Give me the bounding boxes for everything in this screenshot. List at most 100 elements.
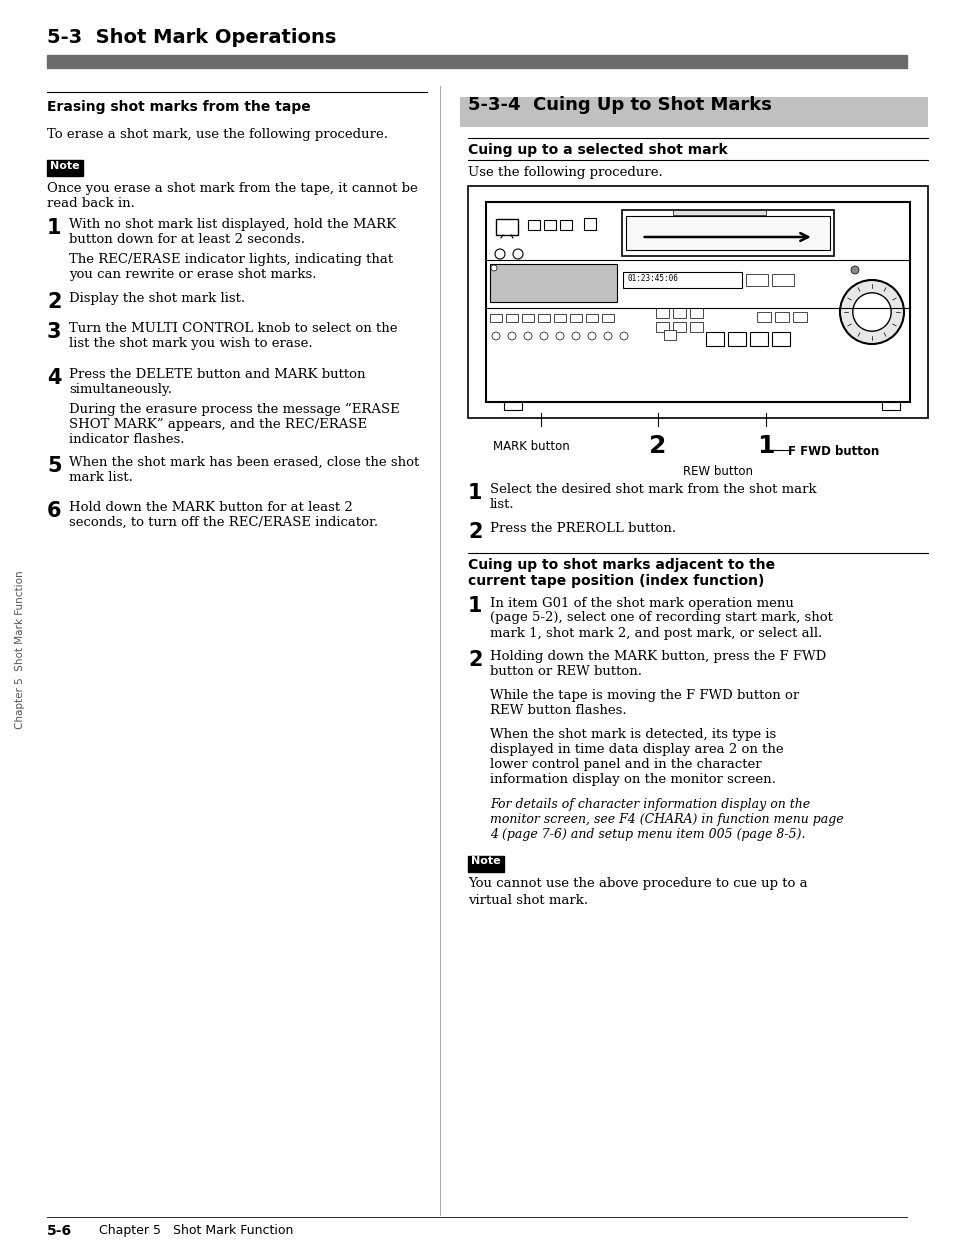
- Bar: [655, 309, 668, 318]
- Text: 4: 4: [47, 367, 61, 387]
- Bar: [468, 187, 927, 418]
- Bar: [554, 313, 565, 322]
- Bar: [757, 312, 771, 322]
- Circle shape: [850, 266, 858, 274]
- Bar: [521, 313, 534, 322]
- Text: MARK button: MARK button: [493, 440, 569, 453]
- Text: In item G01 of the shot mark operation menu
(page 5-2), select one of recording : In item G01 of the shot mark operation m…: [490, 597, 832, 639]
- Bar: [689, 322, 701, 332]
- Bar: [583, 218, 596, 230]
- Text: 2: 2: [649, 434, 666, 458]
- Bar: [537, 313, 550, 322]
- Circle shape: [513, 249, 522, 259]
- Text: 6: 6: [47, 501, 61, 521]
- Text: Display the shot mark list.: Display the shot mark list.: [69, 292, 245, 305]
- Text: 5: 5: [47, 457, 62, 476]
- Bar: [503, 402, 521, 411]
- Text: To erase a shot mark, use the following procedure.: To erase a shot mark, use the following …: [47, 128, 388, 141]
- Text: 5-3-4  Cuing Up to Shot Marks: 5-3-4 Cuing Up to Shot Marks: [468, 96, 771, 114]
- Text: The REC/ERASE indicator lights, indicating that
you can rewrite or erase shot ma: The REC/ERASE indicator lights, indicati…: [69, 253, 393, 281]
- Circle shape: [492, 332, 499, 340]
- Bar: [745, 274, 767, 286]
- Bar: [655, 322, 668, 332]
- Bar: [689, 309, 701, 318]
- Bar: [771, 274, 793, 286]
- Text: Chapter 5   Shot Mark Function: Chapter 5 Shot Mark Function: [99, 1224, 294, 1237]
- Bar: [569, 313, 581, 322]
- Text: Cuing up to a selected shot mark: Cuing up to a selected shot mark: [468, 143, 727, 157]
- Bar: [47, 55, 906, 68]
- Circle shape: [603, 332, 612, 340]
- Bar: [706, 332, 723, 346]
- Bar: [505, 313, 517, 322]
- Bar: [559, 220, 572, 230]
- Text: 3: 3: [47, 322, 61, 342]
- Bar: [775, 312, 788, 322]
- Text: While the tape is moving the F FWD button or
REW button flashes.: While the tape is moving the F FWD butto…: [490, 689, 799, 717]
- Circle shape: [619, 332, 627, 340]
- Text: With no shot mark list displayed, hold the MARK
button down for at least 2 secon: With no shot mark list displayed, hold t…: [69, 218, 395, 246]
- Text: F FWD button: F FWD button: [787, 445, 879, 458]
- Bar: [625, 216, 829, 250]
- Text: Holding down the MARK button, press the F FWD
button or REW button.: Holding down the MARK button, press the …: [490, 651, 825, 678]
- Bar: [496, 219, 517, 235]
- Bar: [672, 309, 685, 318]
- Bar: [485, 202, 909, 402]
- Text: 2: 2: [468, 651, 482, 671]
- Text: read back in.: read back in.: [47, 197, 134, 210]
- Text: Erasing shot marks from the tape: Erasing shot marks from the tape: [47, 100, 311, 114]
- Text: When the shot mark is detected, its type is
displayed in time data display area : When the shot mark is detected, its type…: [490, 728, 782, 786]
- Bar: [490, 264, 617, 302]
- Bar: [543, 220, 556, 230]
- Bar: [468, 856, 503, 872]
- Bar: [672, 210, 765, 215]
- Text: REW button: REW button: [682, 465, 752, 478]
- Text: Hold down the MARK button for at least 2
seconds, to turn off the REC/ERASE indi: Hold down the MARK button for at least 2…: [69, 501, 377, 529]
- Text: You cannot use the above procedure to cue up to a: You cannot use the above procedure to cu…: [468, 877, 807, 891]
- Bar: [750, 332, 768, 346]
- Text: 01:23:45:06: 01:23:45:06: [626, 274, 678, 282]
- Text: When the shot mark has been erased, close the shot
mark list.: When the shot mark has been erased, clos…: [69, 457, 418, 484]
- Bar: [459, 97, 927, 127]
- Text: During the erasure process the message “ERASE
SHOT MARK” appears, and the REC/ER: During the erasure process the message “…: [69, 403, 399, 445]
- Text: virtual shot mark.: virtual shot mark.: [468, 893, 587, 907]
- Circle shape: [852, 292, 890, 331]
- Circle shape: [539, 332, 547, 340]
- Circle shape: [507, 332, 516, 340]
- Bar: [527, 220, 539, 230]
- Bar: [672, 322, 685, 332]
- Bar: [663, 330, 676, 340]
- Bar: [882, 402, 899, 411]
- Text: Select the desired shot mark from the shot mark
list.: Select the desired shot mark from the sh…: [490, 483, 816, 511]
- Text: 1: 1: [468, 597, 482, 617]
- Text: Note: Note: [51, 160, 80, 170]
- Text: 1: 1: [47, 218, 61, 238]
- Bar: [585, 313, 598, 322]
- Bar: [47, 160, 83, 175]
- Text: current tape position (index function): current tape position (index function): [468, 575, 763, 588]
- Text: 2: 2: [47, 292, 61, 312]
- Circle shape: [556, 332, 563, 340]
- Bar: [621, 210, 833, 256]
- Bar: [490, 313, 501, 322]
- Circle shape: [523, 332, 532, 340]
- Text: 2: 2: [468, 522, 482, 542]
- Text: 5-6: 5-6: [47, 1224, 72, 1238]
- Circle shape: [495, 249, 504, 259]
- Text: Note: Note: [471, 857, 500, 867]
- Text: Cuing up to shot marks adjacent to the: Cuing up to shot marks adjacent to the: [468, 559, 774, 572]
- Text: For details of character information display on the
monitor screen, see F4 (CHAR: For details of character information dis…: [490, 797, 842, 841]
- Circle shape: [840, 280, 903, 345]
- Bar: [601, 313, 614, 322]
- Circle shape: [587, 332, 596, 340]
- Bar: [728, 332, 745, 346]
- Text: Chapter 5  Shot Mark Function: Chapter 5 Shot Mark Function: [15, 571, 25, 729]
- Bar: [772, 332, 790, 346]
- Bar: [622, 272, 741, 289]
- Text: 1: 1: [468, 483, 482, 503]
- Text: Press the DELETE button and MARK button
simultaneously.: Press the DELETE button and MARK button …: [69, 367, 365, 396]
- Text: Use the following procedure.: Use the following procedure.: [468, 165, 662, 179]
- Text: Press the PREROLL button.: Press the PREROLL button.: [490, 522, 676, 535]
- Text: 1: 1: [757, 434, 774, 458]
- Text: Once you erase a shot mark from the tape, it cannot be: Once you erase a shot mark from the tape…: [47, 182, 417, 195]
